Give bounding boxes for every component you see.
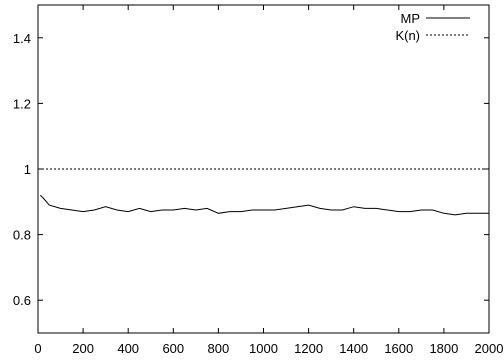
x-tick-label: 1800 — [429, 341, 458, 356]
series-line-mp — [40, 195, 489, 215]
legend-label-kn: K(n) — [395, 28, 420, 43]
y-axis: 0.6 0.8 1 1.2 1.4 — [13, 31, 489, 308]
y-tick-label: 1.2 — [13, 96, 31, 111]
y-tick-label: 0.8 — [13, 228, 31, 243]
x-tick-label: 1200 — [294, 341, 323, 356]
x-tick-label: 1600 — [384, 341, 413, 356]
legend-label-mp: MP — [401, 11, 421, 26]
x-tick-label: 600 — [162, 341, 184, 356]
x-tick-label: 2000 — [475, 341, 504, 356]
series-layer — [38, 169, 489, 215]
y-tick-label: 1.4 — [13, 31, 31, 46]
x-tick-label: 400 — [117, 341, 139, 356]
y-tick-label: 1 — [24, 162, 31, 177]
x-axis: 0 200 400 600 800 1000 1200 1400 1600 1800 2000 — [34, 5, 503, 356]
x-tick-label: 800 — [208, 341, 230, 356]
x-tick-label: 0 — [34, 341, 41, 356]
x-tick-label: 1000 — [249, 341, 278, 356]
y-tick-label: 0.6 — [13, 293, 31, 308]
x-tick-label: 200 — [72, 341, 94, 356]
legend: MP K(n) — [395, 11, 470, 43]
x-tick-label: 1400 — [339, 341, 368, 356]
